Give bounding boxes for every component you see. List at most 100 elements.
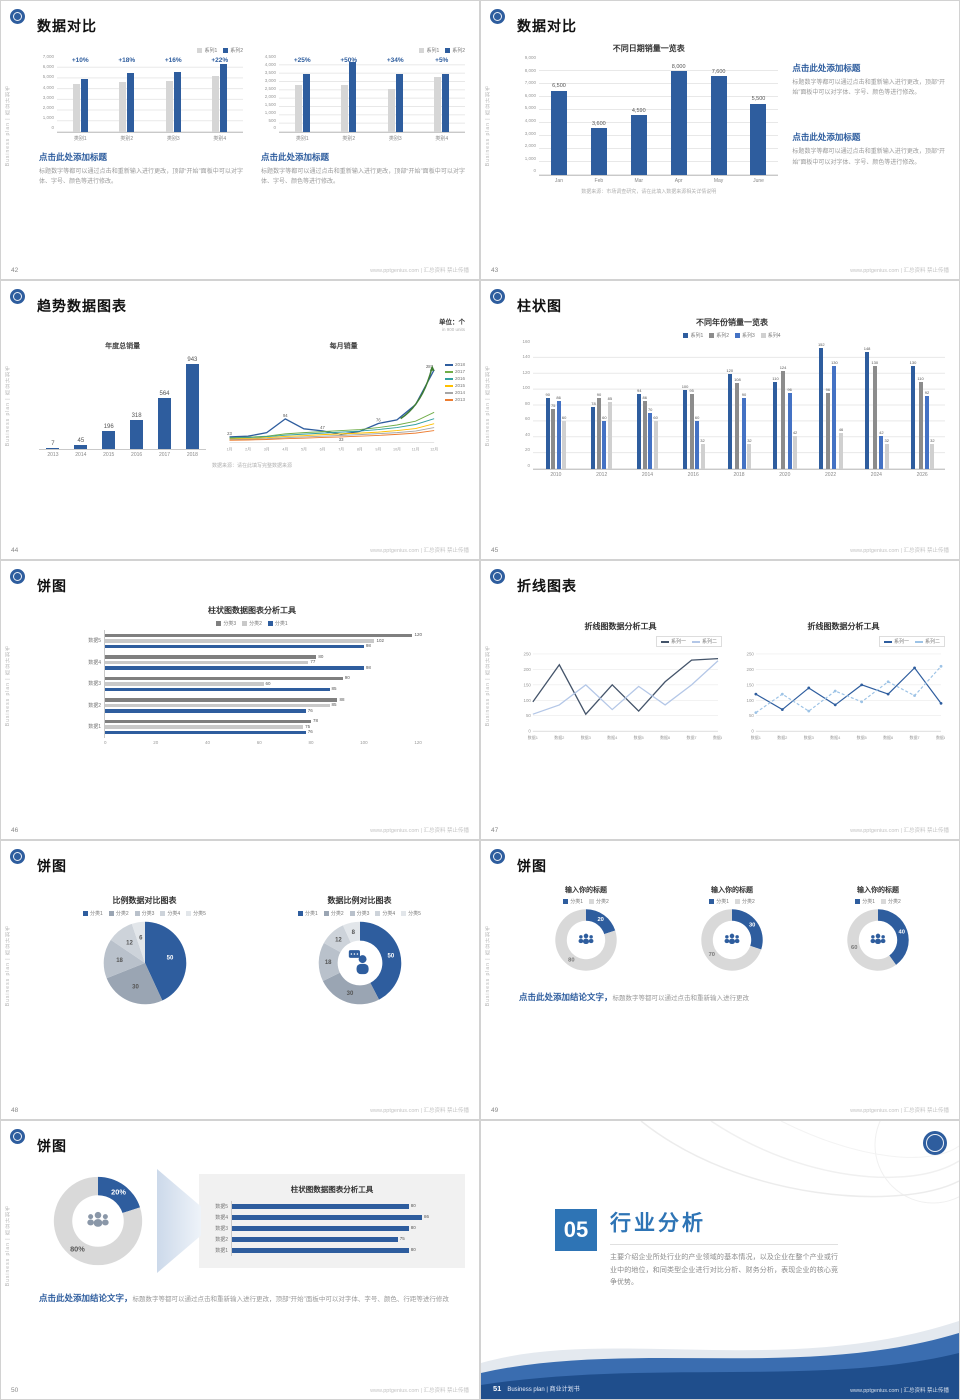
bar-value-label: 92 [924,389,930,395]
y-tick: 40 [524,431,530,437]
slide-47[interactable]: Business plan | 商业计划书 折线图表 折线图数据分析工具 系列一… [480,560,960,840]
x-tick: 2013 [47,452,59,458]
x-tick: Mar [634,178,644,184]
x-tick: Apr [674,178,683,184]
svg-text:数据2: 数据2 [554,735,564,740]
x-tick: 2014 [75,452,87,458]
donut-cell: 输入你的标题 分类1 分类2 30 70 [665,885,799,972]
block-body: 标题数字等都可以通过点击和重新输入进行更改，顶部“开始”面板中可以对字体、字号、… [261,169,465,186]
slide-51[interactable]: 05 行业分析 主要介绍企业所处行业的产业领域的基本情况，以及企业在整个产业或行… [480,1120,960,1400]
category-label: 数据2 [215,1237,228,1243]
bar-value-label: 75 [399,1236,405,1242]
y-tick: 4,500 [264,54,276,59]
bar-value-label: 108 [734,377,741,383]
bar [727,373,732,469]
bar-group: +5% [419,57,466,132]
slide-45[interactable]: Business plan | 商业计划书 柱状图 不同年份销量一览表 系列1 系… [480,280,960,560]
x-tick: 类别2 [120,136,134,142]
svg-text:数据7: 数据7 [687,735,697,740]
svg-text:数据2: 数据2 [777,735,787,740]
legend-item: 2017 [444,369,465,374]
conclusion-body: 标题数字等都可以通过点击和重新输入进行更改，顶部“开始”面板中可以对字体、字号、… [132,1296,449,1303]
x-tick: Feb [594,178,604,184]
charts-row: 20% 80% 柱状图数据图表分析工具 数据5 80 数据4 86 数据3 80 数据2 75 数… [39,1169,465,1273]
x-tick: Jan [554,178,563,184]
hbar-row: 数据3 80 [211,1223,453,1234]
slide-46[interactable]: Business plan | 商业计划书 饼图 柱状图数据图表分析工具 分类3… [0,560,480,840]
bar-value-label: 32 [930,437,935,443]
legend-swatch [323,911,329,916]
conclusion-text: 点击此处添加结论文字，标题数字等都可以通过点击和重新输入进行更改 [519,982,945,1009]
legend-item: 系列二 [914,638,940,645]
slide-42[interactable]: Business plan | 商业计划书 数据对比 系列1 系列2 7,000 6,… [0,0,480,280]
chart-title: 不同年份销量一览表 [696,318,768,327]
horizontal-bar-chart: 数据5 80 数据4 86 数据3 80 数据2 75 数据1 80 [211,1201,453,1256]
legend-swatch [298,911,304,916]
bar-chart: 系列1 系列2 4,500 4,000 3,500 3,000 2,500 2,000 1,50… [261,47,465,142]
bar-value-label: 7,600 [711,68,726,75]
chart-legend: 分类1 分类2 分类3 分类4 分类5 [83,910,206,917]
block-heading[interactable]: 点击此处添加标题 [792,63,861,73]
slide-44[interactable]: Business plan | 商业计划书 趋势数据图表 单位：个 in 900… [0,280,480,560]
y-axis: 160 140 120 100 80 60 40 20 0 [519,339,533,470]
bar-group: 110 124 96 42 [762,342,808,469]
bar [294,85,302,132]
brand-logo-icon [10,289,25,304]
monthly-sales-line-chart: 1月 2月 3月 4月 5月 6月 7月 8月 9月 10月 11月 12月 23 94 47 33 76 287… [222,354,465,452]
pie-plot: 30 70 [701,909,763,971]
bar [102,431,116,449]
svg-text:250: 250 [523,651,531,656]
bar [105,633,413,637]
y-axis: 7,000 6,000 5,000 4,000 3,000 2,000 1,000 0 [39,54,57,133]
block-heading[interactable]: 点击此处添加标题 [792,132,861,143]
legend-item: 分类1 [563,898,583,905]
y-tick: 3,500 [264,69,276,75]
page-number: 49 [491,1107,499,1114]
bar-group: +22% [197,57,244,132]
brand-logo-icon [490,289,505,304]
y-tick: 2,000 [524,143,536,149]
svg-text:2月: 2月 [246,446,252,451]
chart-title[interactable]: 输入你的标题 [857,887,899,894]
legend-item: 系列二 [691,638,717,645]
conclusion-heading[interactable]: 点击此处添加结论文字， [519,992,613,1002]
bar [302,73,310,132]
pie-plot: 20% 80% [53,1176,143,1266]
bar-value-label: 32 [700,437,705,443]
block-heading[interactable]: 点击此处添加标题 [261,152,330,162]
bar-value-label: 110 [917,375,924,381]
slide-49[interactable]: Business plan | 商业计划书 饼图 输入你的标题 分类1 分类2 20… [480,840,960,1120]
section-title[interactable]: 行业分析 [610,1212,706,1235]
slide-43[interactable]: Business plan | 商业计划书 数据对比 不同日期销量一览表 9,0… [480,0,960,280]
legend-swatch [349,911,355,916]
bar-value-label: 95 [689,387,694,393]
hbar-row: 数据5 80 [211,1201,453,1212]
bar [105,639,375,643]
bar [689,393,694,469]
svg-text:70: 70 [709,952,715,958]
legend-swatch [134,911,140,916]
svg-text:数据8: 数据8 [713,735,722,740]
svg-text:150: 150 [523,682,531,687]
chart-title[interactable]: 输入你的标题 [565,887,607,894]
bar [735,383,740,469]
slide-content: 不同年份销量一览表 系列1 系列2 系列3 系列4 160 140 120 100 80 60 40… [519,317,945,543]
svg-text:100: 100 [523,698,531,703]
category-label: 数据4 [88,659,101,666]
bar-group: 7 [39,354,67,449]
line-chart-left: 系列一 系列二 0 50 100 150 200 250 数据1 数据2 数据3 数据4 数据5 数据6 数… [519,636,722,741]
slide-content: 折线图数据分析工具 系列一 系列二 0 50 100 150 200 250 数据1 数据2 数据3… [519,621,945,823]
chart-legend: 系列1 系列2 [419,47,465,54]
slide-48[interactable]: Business plan | 商业计划书 饼图 比例数据对比图表 分类1 分类2… [0,840,480,1120]
bar [545,397,550,469]
svg-text:200: 200 [523,667,531,672]
chart-title[interactable]: 输入你的标题 [711,887,753,894]
bar-value-label: 75 [550,403,556,409]
conclusion-heading[interactable]: 点击此处添加结论文字， [39,1293,133,1303]
svg-text:33: 33 [339,437,344,442]
legend-item: 分类3 [349,910,369,917]
block-heading[interactable]: 点击此处添加标题 [39,152,108,162]
bar-value-label: 42 [792,429,798,435]
bar-value-label: 85 [331,686,337,691]
slide-50[interactable]: Business plan | 商业计划书 饼图 20% 80% 柱状图数据图表分… [0,1120,480,1400]
